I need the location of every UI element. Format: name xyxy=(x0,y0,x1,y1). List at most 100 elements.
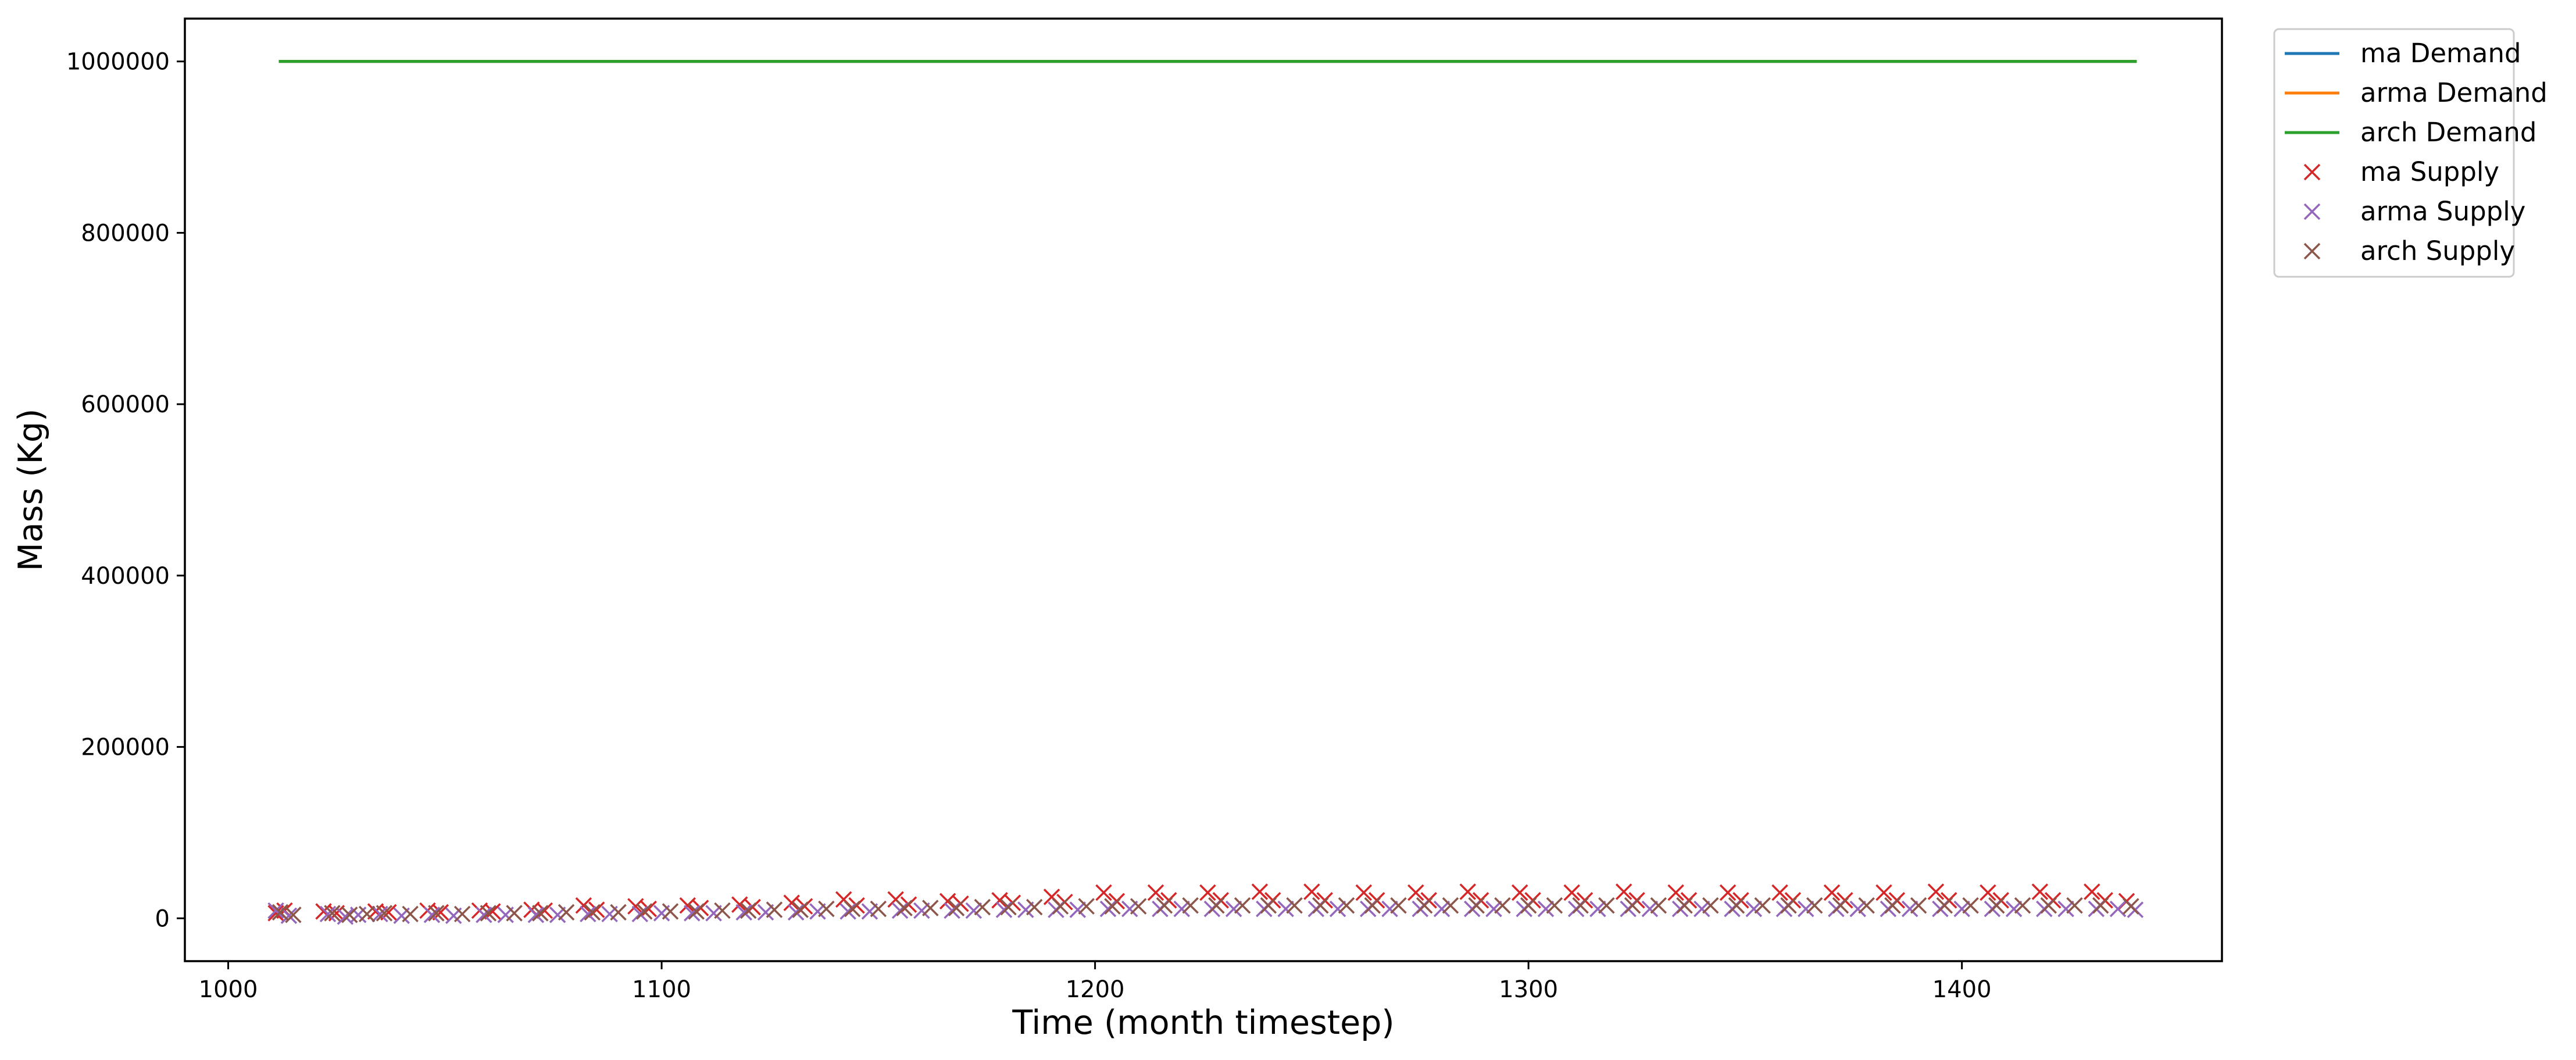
data-point-arch-supply xyxy=(2040,897,2057,914)
y-axis-label: Mass (Kg) xyxy=(12,409,50,572)
data-point-arch-supply xyxy=(1572,897,1589,914)
data-point-ma-supply xyxy=(575,897,592,914)
data-point-ma-supply xyxy=(1771,884,1788,901)
data-point-arch-supply xyxy=(1910,897,1927,914)
data-point-arch-supply xyxy=(1598,897,1615,914)
data-point-arch-supply xyxy=(662,903,679,920)
y-tick-label: 800000 xyxy=(81,220,170,247)
legend-handle-arma-supply xyxy=(2303,203,2321,220)
data-point-ma-supply xyxy=(1199,884,1216,901)
legend-box xyxy=(2273,28,2515,278)
data-point-arma-supply xyxy=(580,905,596,923)
data-point-arma-supply xyxy=(735,904,752,921)
data-point-arch-supply xyxy=(428,905,445,922)
data-point-arch-supply xyxy=(1208,897,1225,914)
data-point-arma-supply xyxy=(891,902,909,919)
data-point-arch-supply xyxy=(358,905,376,923)
data-point-arch-supply xyxy=(1520,897,1537,914)
plot-marks xyxy=(267,60,2144,925)
data-point-ma-supply xyxy=(939,893,956,910)
data-point-arch-supply xyxy=(818,900,835,918)
data-point-ma-supply xyxy=(1615,883,1632,900)
data-point-arma-supply xyxy=(1277,900,1294,918)
data-point-ma-supply xyxy=(1667,884,1684,901)
data-point-arch-supply xyxy=(610,904,627,921)
data-point-arma-supply xyxy=(995,901,1013,918)
data-point-arch-supply xyxy=(974,898,991,916)
data-point-arch-supply xyxy=(1962,897,1979,914)
legend-label-arma-supply: arma Supply xyxy=(2360,196,2525,227)
data-point-ma-supply xyxy=(1407,884,1424,901)
data-point-arch-supply xyxy=(844,900,861,918)
data-point-arma-supply xyxy=(1798,900,1814,918)
legend-label-ma-supply: ma Supply xyxy=(2360,156,2499,187)
data-point-arch-supply xyxy=(948,900,965,916)
data-point-arch-supply xyxy=(1754,897,1771,914)
legend-label-ma-demand: ma Demand xyxy=(2360,38,2521,69)
data-point-arch-supply xyxy=(1624,897,1641,914)
x-tick-label: 1300 xyxy=(1499,976,1558,1003)
data-point-arma-supply xyxy=(280,907,298,925)
data-point-arch-supply xyxy=(2066,897,2083,914)
data-point-arch-supply xyxy=(1858,897,1875,914)
data-point-arch-supply xyxy=(376,905,393,922)
data-point-arch-supply xyxy=(1468,897,1485,914)
axes-layer: 1000 1100 1200 1300 1400 0 200000 400000 600000 8… xyxy=(66,17,2223,1003)
data-point-arch-supply xyxy=(324,905,341,922)
data-point-ma-supply xyxy=(1303,883,1320,900)
data-point-arch-supply xyxy=(1988,897,2005,914)
data-point-arch-supply xyxy=(1494,897,1511,914)
data-point-ma-supply xyxy=(1927,883,1945,900)
data-point-arch-supply xyxy=(1442,897,1459,914)
data-point-arch-supply xyxy=(1182,897,1199,914)
data-point-arch-supply xyxy=(2123,898,2139,915)
data-point-arma-supply xyxy=(1641,900,1659,918)
data-point-arch-supply xyxy=(922,900,939,916)
data-point-arch-supply xyxy=(1806,897,1823,914)
legend-handle-arch-supply xyxy=(2303,242,2321,260)
data-point-arch-supply xyxy=(1936,897,1953,914)
data-point-arch-supply xyxy=(558,904,575,921)
data-point-arma-supply xyxy=(1069,901,1087,918)
data-point-arch-supply xyxy=(1078,898,1095,915)
data-point-arma-supply xyxy=(1329,900,1346,918)
data-point-arch-supply xyxy=(714,902,731,919)
data-point-arch-supply xyxy=(1260,897,1277,914)
data-point-ma-supply xyxy=(588,901,605,918)
data-point-arma-supply xyxy=(1901,900,1918,918)
data-point-arch-supply xyxy=(480,905,497,922)
data-point-arch-supply xyxy=(1312,897,1329,914)
data-point-arch-supply xyxy=(766,901,783,918)
data-point-arch-supply xyxy=(2092,897,2109,914)
data-point-arma-supply xyxy=(1537,900,1555,918)
legend-label-arch-demand: arch Demand xyxy=(2360,117,2537,148)
data-point-arma-supply xyxy=(1225,900,1242,918)
data-point-ma-supply xyxy=(2084,883,2100,900)
data-point-arch-supply xyxy=(870,900,887,918)
y-tick-label: 400000 xyxy=(81,563,170,590)
data-point-arma-supply xyxy=(787,904,805,921)
data-point-arch-supply xyxy=(739,902,757,919)
data-point-arch-supply xyxy=(792,901,809,918)
data-point-ma-supply xyxy=(1147,884,1164,901)
data-point-arma-supply xyxy=(1173,900,1190,918)
x-tick-label: 1000 xyxy=(199,976,258,1003)
data-point-ma-supply xyxy=(679,897,696,914)
data-point-arma-supply xyxy=(1953,900,1970,918)
data-point-arma-supply xyxy=(684,905,701,922)
data-point-ma-supply xyxy=(640,900,657,918)
x-tick-label: 1400 xyxy=(1932,976,1992,1003)
data-point-ma-supply xyxy=(1563,884,1580,901)
data-point-ma-supply xyxy=(1512,884,1528,901)
data-point-arch-supply xyxy=(1390,897,1407,914)
legend: ma Demand arma Demand arch Demand ma Supply… xyxy=(2273,28,2548,278)
data-point-arma-supply xyxy=(1099,900,1117,918)
data-point-ma-supply xyxy=(991,892,1008,909)
x-axis-label: Time (month timestep) xyxy=(1012,1004,1394,1042)
data-point-arch-supply xyxy=(341,906,358,923)
data-point-arch-supply xyxy=(1650,897,1667,914)
data-point-arch-supply xyxy=(402,905,419,923)
data-point-arch-supply xyxy=(453,905,471,923)
data-point-arma-supply xyxy=(1589,900,1606,918)
